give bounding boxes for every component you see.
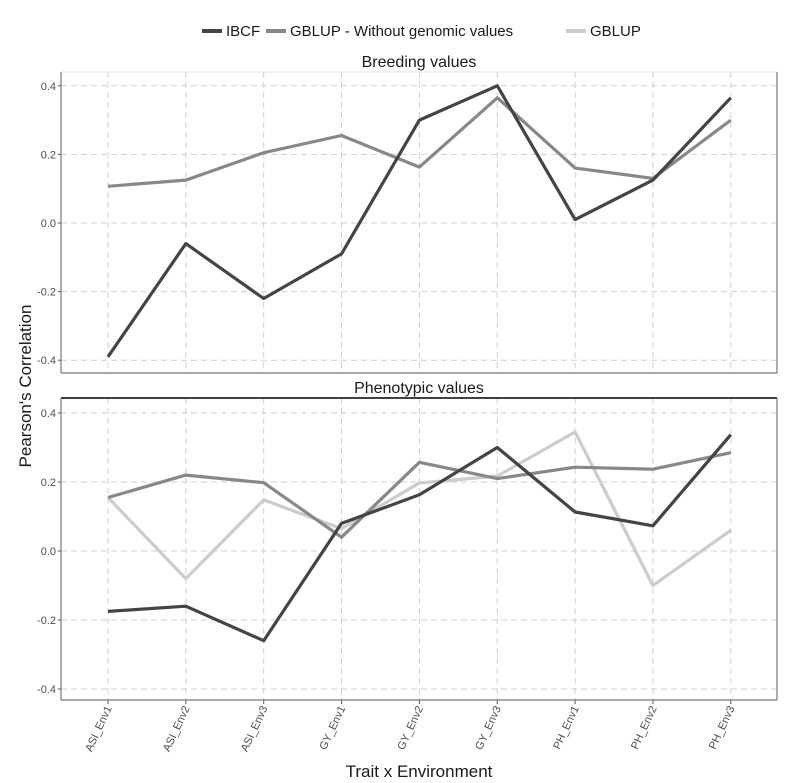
series-line-gblup-without-genomic-values bbox=[107, 451, 732, 539]
x-tick-label: ASI_Env1 bbox=[83, 704, 115, 753]
panel-breeding-values: -0.4 -0.2 0.0 0.2 0.4 bbox=[37, 71, 778, 374]
series-line-ibcf bbox=[107, 433, 733, 643]
x-tick-label: GY_Env1 bbox=[317, 704, 348, 752]
legend-label: GBLUP - Without genomic values bbox=[290, 23, 513, 40]
series-line-gblup-without-genomic-values bbox=[107, 96, 732, 188]
y-tick-label: -0.4 bbox=[37, 355, 56, 367]
y-tick-label: 0.2 bbox=[41, 149, 56, 161]
x-tick-label: PH_Env3 bbox=[707, 704, 738, 751]
panel-title-breeding-values: Breeding values bbox=[362, 54, 477, 71]
x-tick-label: GY_Env2 bbox=[395, 704, 426, 752]
legend-item-gblup: GBLUP bbox=[566, 23, 641, 40]
y-tick-label: 0.4 bbox=[41, 81, 56, 93]
legend-label: GBLUP bbox=[590, 23, 641, 40]
chart-legend: IBCF GBLUP - Without genomic values GBLUP bbox=[202, 23, 641, 40]
y-axis-title: Pearson's Correlation bbox=[16, 305, 35, 468]
series-line-gblup bbox=[106, 430, 732, 588]
y-tick-label: 0.2 bbox=[41, 477, 56, 489]
y-tick-label: 0.0 bbox=[41, 546, 56, 558]
series-line-ibcf bbox=[106, 84, 732, 358]
y-tick-label: -0.2 bbox=[37, 287, 56, 299]
x-axis-tick-labels: ASI_Env1 ASI_Env2 ASI_Env3 GY_Env1 GY_Env2 GY… bbox=[83, 704, 737, 753]
x-tick-label: PH_Env1 bbox=[551, 704, 582, 751]
legend-label: IBCF bbox=[226, 23, 260, 40]
legend-item-gblup-without-genomic-values: GBLUP - Without genomic values bbox=[266, 23, 513, 40]
x-axis-title: Trait x Environment bbox=[346, 762, 493, 781]
x-tick-label: PH_Env2 bbox=[629, 704, 660, 751]
panel-title-phenotypic-values: Phenotypic values bbox=[354, 380, 484, 397]
x-tick-label: GY_Env3 bbox=[473, 704, 504, 752]
x-tick-label: ASI_Env3 bbox=[239, 704, 271, 753]
panel-phenotypic-values: -0.4 -0.2 0.0 0.2 0.4 bbox=[37, 397, 778, 704]
x-tick-label: ASI_Env2 bbox=[161, 704, 193, 753]
y-tick-label: 0.4 bbox=[41, 408, 56, 420]
y-tick-label: 0.0 bbox=[41, 218, 56, 230]
legend-item-ibcf: IBCF bbox=[202, 23, 260, 40]
y-tick-label: -0.2 bbox=[37, 615, 56, 627]
y-tick-label: -0.4 bbox=[37, 684, 56, 696]
